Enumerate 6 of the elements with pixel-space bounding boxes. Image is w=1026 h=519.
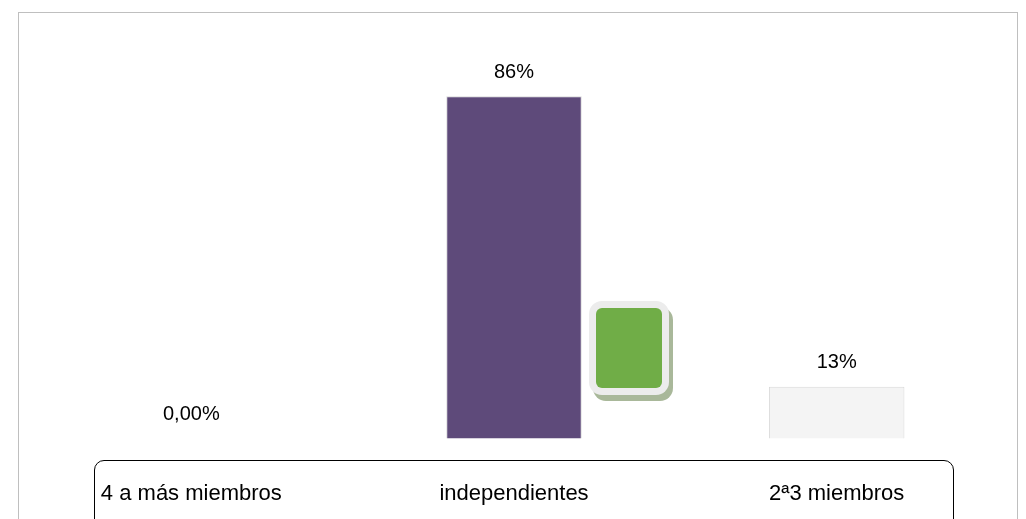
x-tick-label: 2ª3 miembros <box>769 479 905 505</box>
x-tick-label: 4 a más miembros <box>100 479 282 505</box>
data-label: 13% <box>816 350 857 373</box>
data-label: 0,00% <box>162 402 220 425</box>
x-tick-label: independientes <box>439 479 589 505</box>
data-label: 86% <box>493 59 535 82</box>
